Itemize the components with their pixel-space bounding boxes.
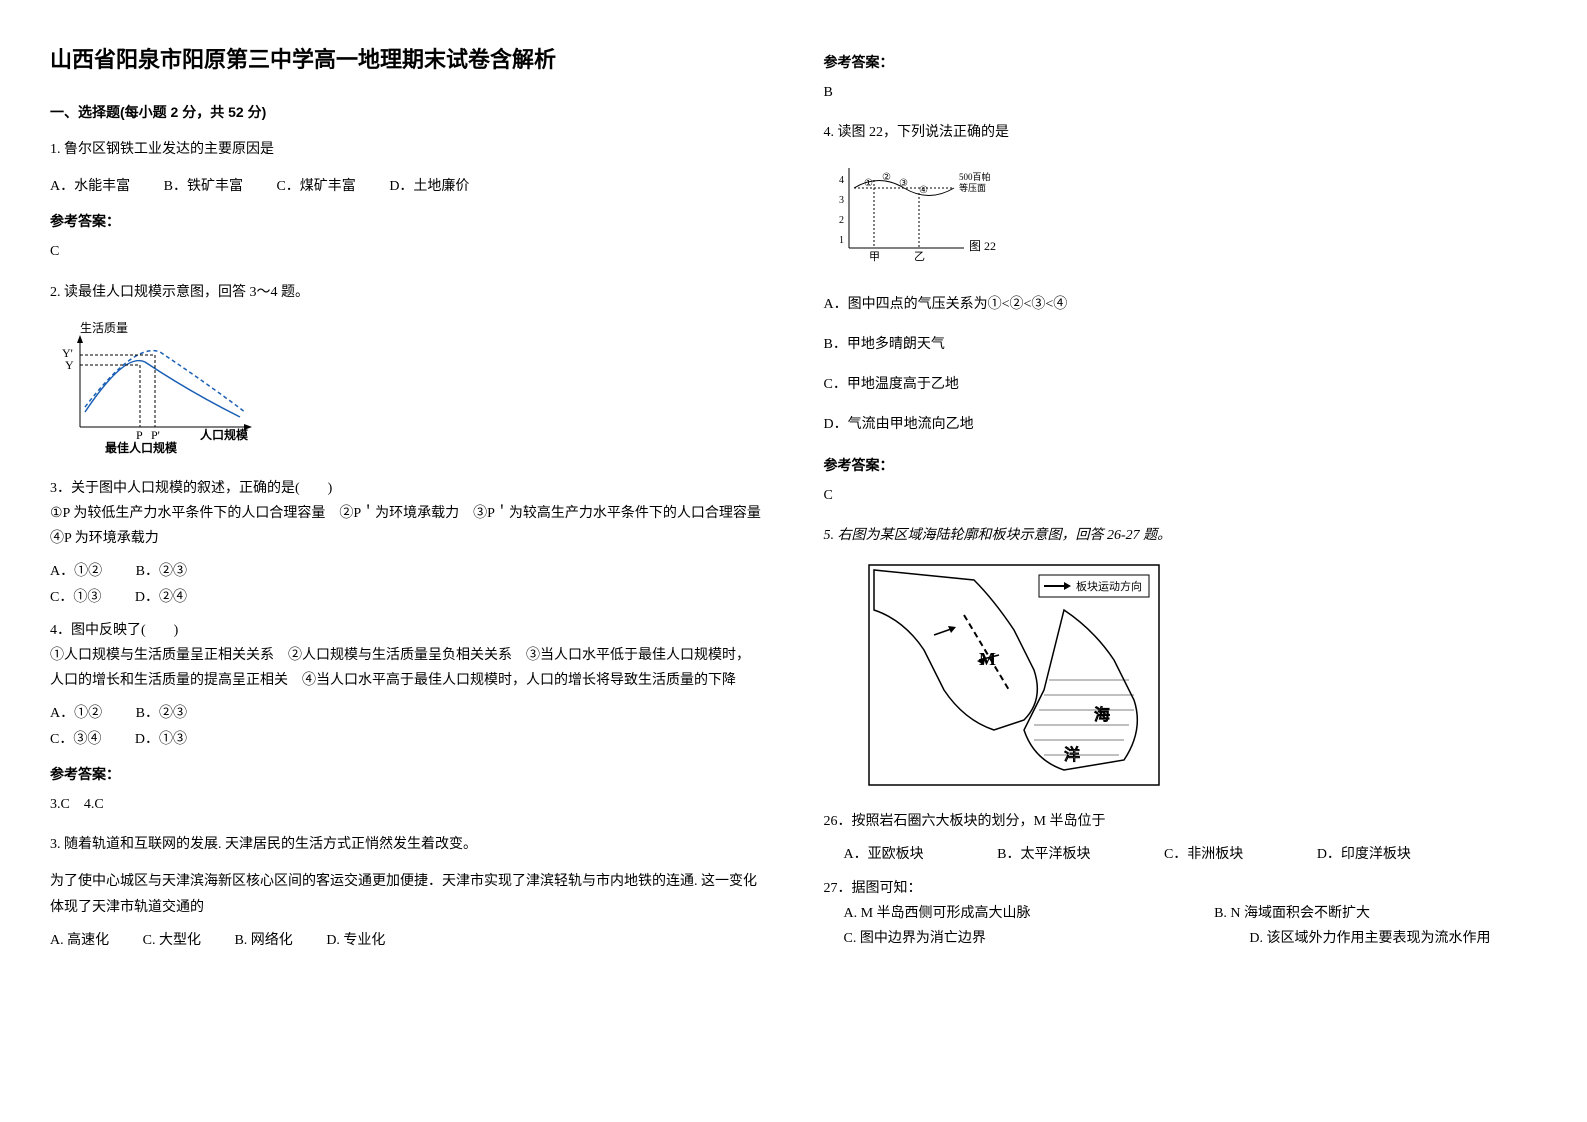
q3-text: 为了使中心城区与天津滨海新区核心区间的客运交通更加便捷．天津市实现了津滨轻轨与市… (50, 869, 764, 919)
question-1: 1. 鲁尔区钢铁工业发达的主要原因是 (50, 137, 764, 162)
q5-sub27-row1: A. M 半岛西侧可形成高大山脉 B. N 海域面积会不断扩大 (844, 901, 1538, 926)
label-hai: 海 (1094, 705, 1110, 724)
q5-26-opt-a: A．亚欧板块 (844, 842, 924, 867)
q1-opt-c: C．煤矿丰富 (276, 174, 355, 199)
q2-4-opt-c: C．③④ (50, 727, 101, 752)
q5-26-opt-c: C．非洲板块 (1164, 842, 1243, 867)
q1-opt-d: D．土地廉价 (389, 174, 469, 199)
label-caption: 最佳人口规模 (105, 440, 178, 455)
q5-27-opt-b: B. N 海域面积会不断扩大 (1214, 901, 1370, 926)
q2-4-opt-a: A．①② (50, 701, 102, 726)
fig22-caption: 图 22 (969, 239, 996, 253)
landmass-left (874, 570, 1037, 730)
q3-stem: 3. 随着轨道和互联网的发展. 天津居民的生活方式正悄然发生着改变。 (50, 832, 764, 857)
isobar-label-1: 500百帕 (959, 171, 991, 182)
y-arrow (77, 335, 83, 343)
num2: ② (882, 172, 891, 183)
q3-options: A. 高速化 C. 大型化 B. 网络化 D. 专业化 (50, 928, 764, 953)
label-xlabel: 人口规模 (200, 427, 249, 442)
num3: ③ (899, 178, 908, 189)
yi-label: 乙 (914, 250, 925, 263)
ytick-4: 4 (839, 175, 844, 186)
q2-sub3-options: A．①② B．②③ C．①③ D．②④ (50, 559, 764, 609)
q5-sub26-options: A．亚欧板块 B．太平洋板块 C．非洲板块 D．印度洋板块 (844, 842, 1538, 867)
question-5: 5. 右图为某区域海陆轮廓和板块示意图，回答 26-27 题。 (824, 523, 1538, 548)
q1-opt-a: A．水能丰富 (50, 174, 130, 199)
legend-text: 板块运动方向 (1076, 579, 1142, 593)
q5-sub26-stem: 26．按照岩石圈六大板块的划分，M 半岛位于 (824, 809, 1538, 834)
page-title: 山西省阳泉市阳原第三中学高一地理期末试卷含解析 (50, 40, 764, 80)
q3-answer-label: 参考答案： (824, 50, 1538, 75)
ytick-3: 3 (839, 195, 844, 206)
q2-3-opt-a: A．①② (50, 559, 102, 584)
fig-ylabel: 生活质量 (80, 321, 128, 335)
jia-label: 甲 (869, 251, 880, 263)
q4-opt-b: B．甲地多晴朗天气 (824, 332, 1538, 357)
num4: ④ (919, 185, 928, 196)
q2-answer-label: 参考答案： (50, 762, 764, 787)
q2-stem: 2. 读最佳人口规模示意图，回答 3～4 题。 (50, 280, 764, 305)
ytick-2: 2 (839, 215, 844, 226)
q5-sub27-stem: 27．据图可知： (824, 876, 1538, 901)
ytick-1: 1 (839, 235, 844, 246)
q2-sub4-text: ①人口规模与生活质量呈正相关关系 ②人口规模与生活质量呈负相关关系 ③当人口水平… (50, 643, 764, 693)
q1-answer-label: 参考答案： (50, 209, 764, 234)
q2-3-opt-c: C．①③ (50, 585, 101, 610)
question-4: 4. 读图 22，下列说法正确的是 (824, 120, 1538, 145)
q2-sub4-stem: 4．图中反映了( ) (50, 618, 764, 643)
q5-27-opt-a: A. M 半岛西侧可形成高大山脉 (844, 901, 1031, 926)
q5-sub27-row2: C. 图中边界为消亡边界 D. 该区域外力作用主要表现为流水作用 (844, 926, 1538, 951)
q1-answer: C (50, 239, 764, 264)
label-p: P (136, 428, 143, 442)
label-y: Y (65, 358, 74, 372)
q1-opt-b: B．铁矿丰富 (164, 174, 243, 199)
isobar-label-2: 等压面 (959, 182, 986, 193)
pressure-svg: 4 3 2 1 ① ② ③ ④ 500百帕 等压面 甲 乙 图 22 (824, 158, 1044, 268)
q5-26-opt-b: B．太平洋板块 (997, 842, 1090, 867)
q2-4-opt-b: B．②③ (136, 701, 187, 726)
q5-27-opt-d: D. 该区域外力作用主要表现为流水作用 (1249, 926, 1490, 951)
q2-answer: 3.C 4.C (50, 792, 764, 817)
num1: ① (864, 178, 873, 189)
q2-sub4-options: A．①② B．②③ C．③④ D．①③ (50, 701, 764, 751)
population-curve-svg: 生活质量 Y' Y P P' 人口规模 最佳人口规模 (50, 317, 270, 457)
q4-opt-c: C．甲地温度高于乙地 (824, 372, 1538, 397)
q3-opt-b: B. 网络化 (234, 928, 292, 953)
q4-figure: 4 3 2 1 ① ② ③ ④ 500百帕 等压面 甲 乙 图 22 (824, 158, 1538, 277)
landmass-right (1024, 610, 1137, 770)
q4-answer-label: 参考答案： (824, 453, 1538, 478)
plate-map-svg: 板块运动方向 M 海 洋 (864, 560, 1164, 790)
q2-figure: 生活质量 Y' Y P P' 人口规模 最佳人口规模 (50, 317, 764, 466)
q2-3-opt-d: D．②④ (135, 585, 187, 610)
q5-26-opt-d: D．印度洋板块 (1317, 842, 1411, 867)
q4-opt-d: D．气流由甲地流向乙地 (824, 412, 1538, 437)
question-3: 3. 随着轨道和互联网的发展. 天津居民的生活方式正悄然发生着改变。 (50, 832, 764, 857)
q4-opt-a: A．图中四点的气压关系为①<②<③<④ (824, 292, 1538, 317)
label-yang: 洋 (1064, 745, 1080, 764)
q1-options: A．水能丰富 B．铁矿丰富 C．煤矿丰富 D．土地廉价 (50, 174, 764, 199)
q2-4-opt-d: D．①③ (135, 727, 187, 752)
q4-stem: 4. 读图 22，下列说法正确的是 (824, 120, 1538, 145)
q5-figure: 板块运动方向 M 海 洋 (864, 560, 1538, 799)
label-m: M (979, 649, 996, 669)
q2-sub3-text: ①P 为较低生产力水平条件下的人口合理容量 ②P＇为环境承载力 ③P＇为较高生产… (50, 501, 764, 551)
label-pp: P' (151, 428, 160, 442)
q3-opt-c: C. 大型化 (143, 928, 201, 953)
q3-opt-d: D. 专业化 (326, 928, 385, 953)
q5-27-opt-c: C. 图中边界为消亡边界 (844, 926, 986, 951)
q5-stem: 5. 右图为某区域海陆轮廓和板块示意图，回答 26-27 题。 (824, 523, 1538, 548)
q3-answer: B (824, 80, 1538, 105)
question-2: 2. 读最佳人口规模示意图，回答 3～4 题。 (50, 280, 764, 305)
q4-answer: C (824, 483, 1538, 508)
q1-stem: 1. 鲁尔区钢铁工业发达的主要原因是 (50, 137, 764, 162)
map-border (869, 565, 1159, 785)
curve-1 (85, 360, 240, 416)
q2-3-opt-b: B．②③ (136, 559, 187, 584)
section-header: 一、选择题(每小题 2 分，共 52 分) (50, 100, 764, 125)
q3-opt-a: A. 高速化 (50, 928, 109, 953)
q2-sub3-stem: 3．关于图中人口规模的叙述，正确的是( ) (50, 476, 764, 501)
